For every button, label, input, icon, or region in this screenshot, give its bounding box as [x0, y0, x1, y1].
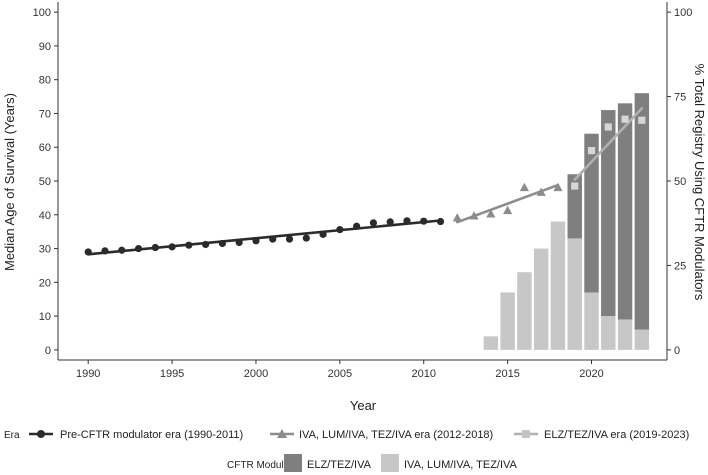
point-iva-era-2014 [486, 209, 496, 218]
legend-elz-era-label: ELZ/TEZ/IVA era (2019-2023) [544, 429, 689, 441]
x-tick-label-2005: 2005 [328, 368, 352, 380]
bar-elz-tez-iva-2019 [567, 174, 582, 239]
y-right-tick-label-0: 0 [674, 345, 680, 357]
bar-layer [483, 93, 650, 350]
point-pre-era-2007 [369, 219, 378, 227]
legend-pre-era-label: Pre-CFTR modulator era (1990-2011) [60, 429, 243, 441]
point-pre-era-1992 [118, 246, 126, 254]
x-tick-label-1995: 1995 [160, 368, 184, 380]
bar-elz-tez-iva-2022 [617, 103, 633, 320]
point-pre-era-2006 [353, 222, 361, 230]
point-pre-era-2002 [285, 235, 294, 243]
point-iva-era-2018 [553, 182, 563, 192]
y-left-tick-label-90: 90 [39, 41, 51, 53]
legend-elz-era-marker [522, 430, 530, 438]
point-pre-era-1996 [185, 241, 193, 249]
bar-iva-lum-tez-2021 [601, 316, 616, 350]
point-elz-era-2020 [587, 147, 596, 155]
bar-iva-lum-tez-2023 [634, 329, 650, 350]
point-pre-era-2008 [386, 218, 394, 226]
bar-iva-lum-tez-2014 [483, 336, 499, 350]
y-left-tick-label-20: 20 [39, 277, 51, 289]
point-pre-era-2005 [336, 226, 344, 234]
point-iva-era-2016 [519, 182, 529, 192]
point-pre-era-1991 [101, 247, 109, 255]
bar-iva-lum-tez-2015 [500, 292, 515, 350]
legend-iva-swatch [381, 454, 399, 472]
legend-era: Era Pre-CFTR modulator era (1990-2011) I… [4, 429, 689, 441]
y-left-tick-label-10: 10 [39, 311, 51, 323]
point-elz-era-2023 [638, 116, 646, 124]
legend-elz-label: ELZ/TEZ/IVA [307, 459, 372, 471]
y-left-axis-title: Median Age of Survival (Years) [2, 93, 17, 271]
y-left-tick-label-0: 0 [45, 345, 51, 357]
y-right-tick-label-25: 25 [674, 260, 686, 272]
point-pre-era-2011 [436, 217, 445, 226]
y-left-tick-label-70: 70 [39, 108, 51, 120]
point-pre-era-1993 [134, 244, 143, 253]
point-pre-era-1998 [218, 239, 227, 248]
y-left-tick-label-30: 30 [39, 244, 51, 256]
y-left-tick-label-80: 80 [39, 75, 51, 87]
point-elz-era-2019 [571, 182, 579, 190]
point-pre-era-1997 [202, 240, 210, 249]
legend-pre-era-marker [37, 430, 45, 438]
y-left-tick-label-40: 40 [39, 210, 51, 222]
point-elz-era-2021 [604, 123, 612, 131]
point-iva-era-2015 [503, 205, 513, 215]
axes-layer: 0 10 20 30 40 50 60 70 80 90 100 0 25 50 75 100 1990 1995… [33, 2, 692, 380]
trend-line-pre-era [86, 219, 442, 256]
point-pre-era-1994 [151, 243, 159, 252]
bar-elz-tez-iva-2023 [634, 93, 650, 330]
legend-modulator-title: CFTR Modulator [227, 460, 302, 471]
point-layer [84, 115, 646, 256]
x-tick-label-2020: 2020 [579, 368, 603, 380]
x-axis-title: Year [350, 398, 377, 413]
point-iva-era-2017 [536, 187, 546, 196]
point-elz-era-2022 [621, 115, 629, 123]
point-pre-era-2009 [403, 217, 411, 225]
bar-iva-lum-tez-2016 [517, 272, 532, 350]
y-left-tick-label-60: 60 [39, 142, 51, 154]
bar-iva-lum-tez-2020 [584, 292, 599, 350]
trend-line-elz-era [573, 107, 644, 181]
legend-iva-era-marker [277, 429, 287, 438]
x-tick-label-2010: 2010 [411, 368, 435, 380]
point-pre-era-1999 [235, 238, 243, 247]
plot-background [58, 2, 667, 360]
y-left-tick-label-50: 50 [39, 176, 51, 188]
point-iva-era-2012 [452, 213, 462, 222]
x-tick-label-1990: 1990 [76, 368, 100, 380]
bar-iva-lum-tez-2022 [617, 319, 633, 350]
point-pre-era-2000 [252, 237, 260, 245]
bar-iva-lum-tez-2018 [550, 221, 566, 350]
bar-iva-lum-tez-2019 [567, 238, 582, 350]
plot-frame [58, 2, 667, 360]
point-pre-era-2003 [302, 234, 310, 242]
point-pre-era-1990 [84, 248, 92, 256]
point-pre-era-2010 [420, 217, 428, 225]
point-pre-era-2004 [319, 230, 327, 238]
legend-era-title: Era [4, 430, 20, 441]
bar-elz-tez-iva-2021 [601, 110, 616, 317]
y-right-tick-label-75: 75 [674, 92, 686, 104]
legend-iva-era-label: IVA, LUM/IVA, TEZ/IVA era (2012-2018) [299, 429, 493, 441]
y-right-tick-label-50: 50 [674, 176, 686, 188]
legend-elz-swatch [284, 454, 302, 472]
y-right-axis-title: % Total Registry Using CFTR Modulators [692, 64, 707, 301]
bar-elz-tez-iva-2020 [584, 133, 599, 293]
x-tick-label-2015: 2015 [495, 368, 519, 380]
point-pre-era-1995 [168, 243, 176, 251]
legend-iva-label: IVA, LUM/IVA, TEZ/IVA [404, 459, 518, 471]
y-right-tick-label-100: 100 [674, 7, 692, 19]
x-tick-label-2000: 2000 [244, 368, 268, 380]
legend-modulator: CFTR Modulator ELZ/TEZ/IVA IVA, LUM/IVA,… [227, 454, 518, 472]
y-left-tick-label-100: 100 [33, 7, 51, 19]
bar-iva-lum-tez-2017 [533, 248, 549, 350]
point-pre-era-2001 [269, 235, 277, 243]
point-iva-era-2013 [469, 211, 479, 220]
